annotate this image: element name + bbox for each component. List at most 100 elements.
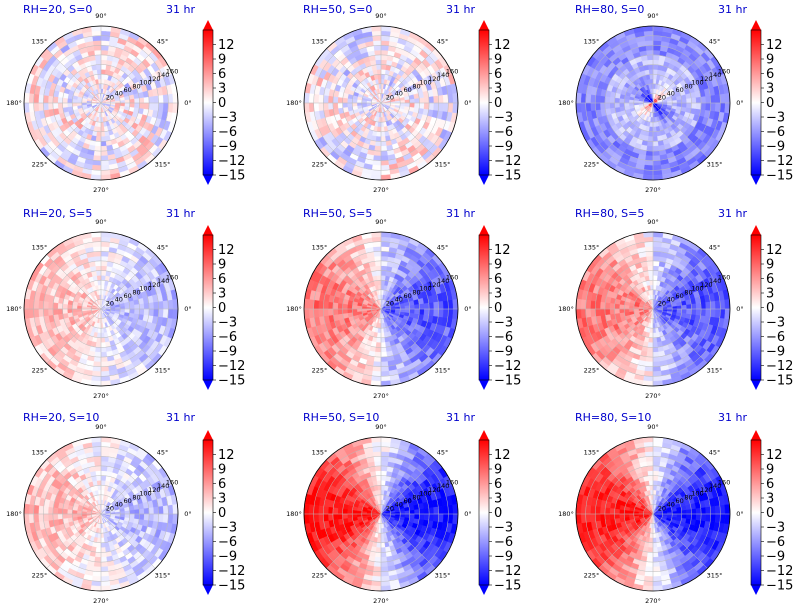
heatmap-cell [380, 164, 391, 171]
heatmap-cell [604, 308, 611, 316]
heatmap-cell [380, 289, 384, 295]
heatmap-cell [652, 54, 660, 61]
heatmap-cell [153, 95, 159, 104]
colorbar-tick-label: 9 [766, 258, 774, 273]
heatmap-cell [676, 308, 683, 313]
heatmap-cell [695, 102, 702, 110]
angle-tick-label: 225° [312, 367, 328, 375]
heatmap-cell [43, 102, 49, 111]
heatmap-cell [714, 299, 721, 310]
heatmap-cell [428, 308, 435, 317]
heatmap-cell [409, 308, 415, 314]
heatmap-cell [644, 160, 654, 166]
colorbar-tick-label: −12 [494, 359, 521, 374]
heatmap-cell [604, 96, 611, 104]
radial-tick-label: 60 [676, 292, 684, 300]
heatmap-cell [323, 95, 329, 104]
heatmap-cell [375, 265, 382, 272]
colorbar-gradient [203, 30, 213, 175]
angle-tick-label: 0° [464, 99, 471, 107]
heatmap-cell [404, 102, 411, 107]
radial-tick-label: 40 [395, 90, 403, 98]
heatmap-cell [399, 308, 406, 313]
heatmap-cell [375, 270, 382, 276]
heatmap-cell [652, 284, 657, 291]
heatmap-cell [92, 40, 102, 46]
angle-tick-label: 90° [375, 218, 387, 226]
colorbar-tick-label: −9 [218, 345, 237, 360]
heatmap-cell [100, 255, 109, 262]
heatmap-cell [645, 251, 654, 257]
heatmap-cell [100, 370, 111, 377]
angle-tick-label: 135° [312, 243, 328, 251]
heatmap-cell [100, 342, 107, 348]
heatmap-cell [380, 83, 384, 89]
heatmap-cell [33, 93, 40, 104]
heatmap-cell [81, 100, 87, 104]
heatmap-cell [433, 102, 439, 111]
panel-title: RH=80, S=5 [575, 207, 644, 220]
colorbar-tick-label: −6 [218, 125, 237, 140]
heatmap-cell [380, 255, 389, 262]
colorbar-extend-bottom [479, 380, 489, 390]
angle-tick-label: 315° [435, 367, 451, 375]
heatmap-cell [342, 97, 348, 104]
heatmap-cell [38, 300, 44, 310]
colorbar-tick-label: 3 [494, 287, 502, 302]
heatmap-cell [647, 270, 654, 276]
heatmap-cell [648, 337, 654, 343]
colorbar-tick-label: −12 [218, 154, 245, 169]
colorbar-tick-label: 6 [494, 272, 502, 287]
heatmap-cell [332, 96, 339, 104]
heatmap-cell [71, 305, 78, 310]
radial-tick-label: 160 [718, 274, 730, 282]
heatmap-cell [590, 300, 596, 310]
heatmap-cell [590, 102, 596, 112]
heatmap-cell [138, 97, 145, 104]
radial-tick-label: 160 [718, 68, 730, 76]
heatmap-cell [375, 136, 382, 142]
heatmap-cell [681, 102, 687, 108]
colorbar-tick-label: 6 [218, 67, 226, 82]
heatmap-cell [313, 102, 320, 113]
radial-tick-label: 60 [404, 86, 412, 94]
heatmap-cell [380, 150, 389, 157]
heatmap-cell [148, 301, 155, 310]
angle-tick-label: 90° [647, 218, 659, 226]
heatmap-cell [652, 83, 656, 89]
radial-tick-label: 160 [166, 274, 178, 282]
heatmap-cell [374, 260, 382, 267]
heatmap-cell [323, 308, 329, 317]
angle-tick-label: 270° [645, 392, 661, 400]
heatmap-cell [332, 308, 339, 316]
heatmap-cell [97, 121, 102, 128]
heatmap-cell [652, 289, 656, 295]
heatmap-cell [644, 366, 654, 372]
heatmap-cell [380, 140, 387, 147]
angle-tick-label: 225° [584, 367, 600, 375]
heatmap-cell [380, 241, 391, 248]
heatmap-cell [94, 351, 102, 358]
colorbar-gradient [203, 235, 213, 380]
heatmap-cell [433, 308, 439, 317]
heatmap-cell [652, 40, 662, 46]
angle-tick-label: 180° [286, 99, 302, 107]
heatmap-cell [373, 49, 382, 56]
angle-tick-label: 45° [709, 37, 721, 45]
colorbar-tick-label: −15 [494, 374, 521, 389]
heatmap-cell [380, 155, 389, 161]
colorbar-tick-label: 12 [494, 243, 511, 258]
heatmap-cell [327, 308, 334, 317]
heatmap-cell [356, 99, 363, 104]
heatmap-cell [57, 102, 64, 109]
angle-tick-label: 135° [584, 37, 600, 45]
heatmap-cell [158, 102, 164, 112]
heatmap-cell [428, 102, 435, 111]
colorbar-tick-label: 0 [494, 96, 502, 111]
radial-tick-label: 60 [124, 86, 132, 94]
heatmap-cell [614, 308, 620, 315]
heatmap-cell [623, 305, 630, 310]
heatmap-cell [414, 97, 420, 104]
